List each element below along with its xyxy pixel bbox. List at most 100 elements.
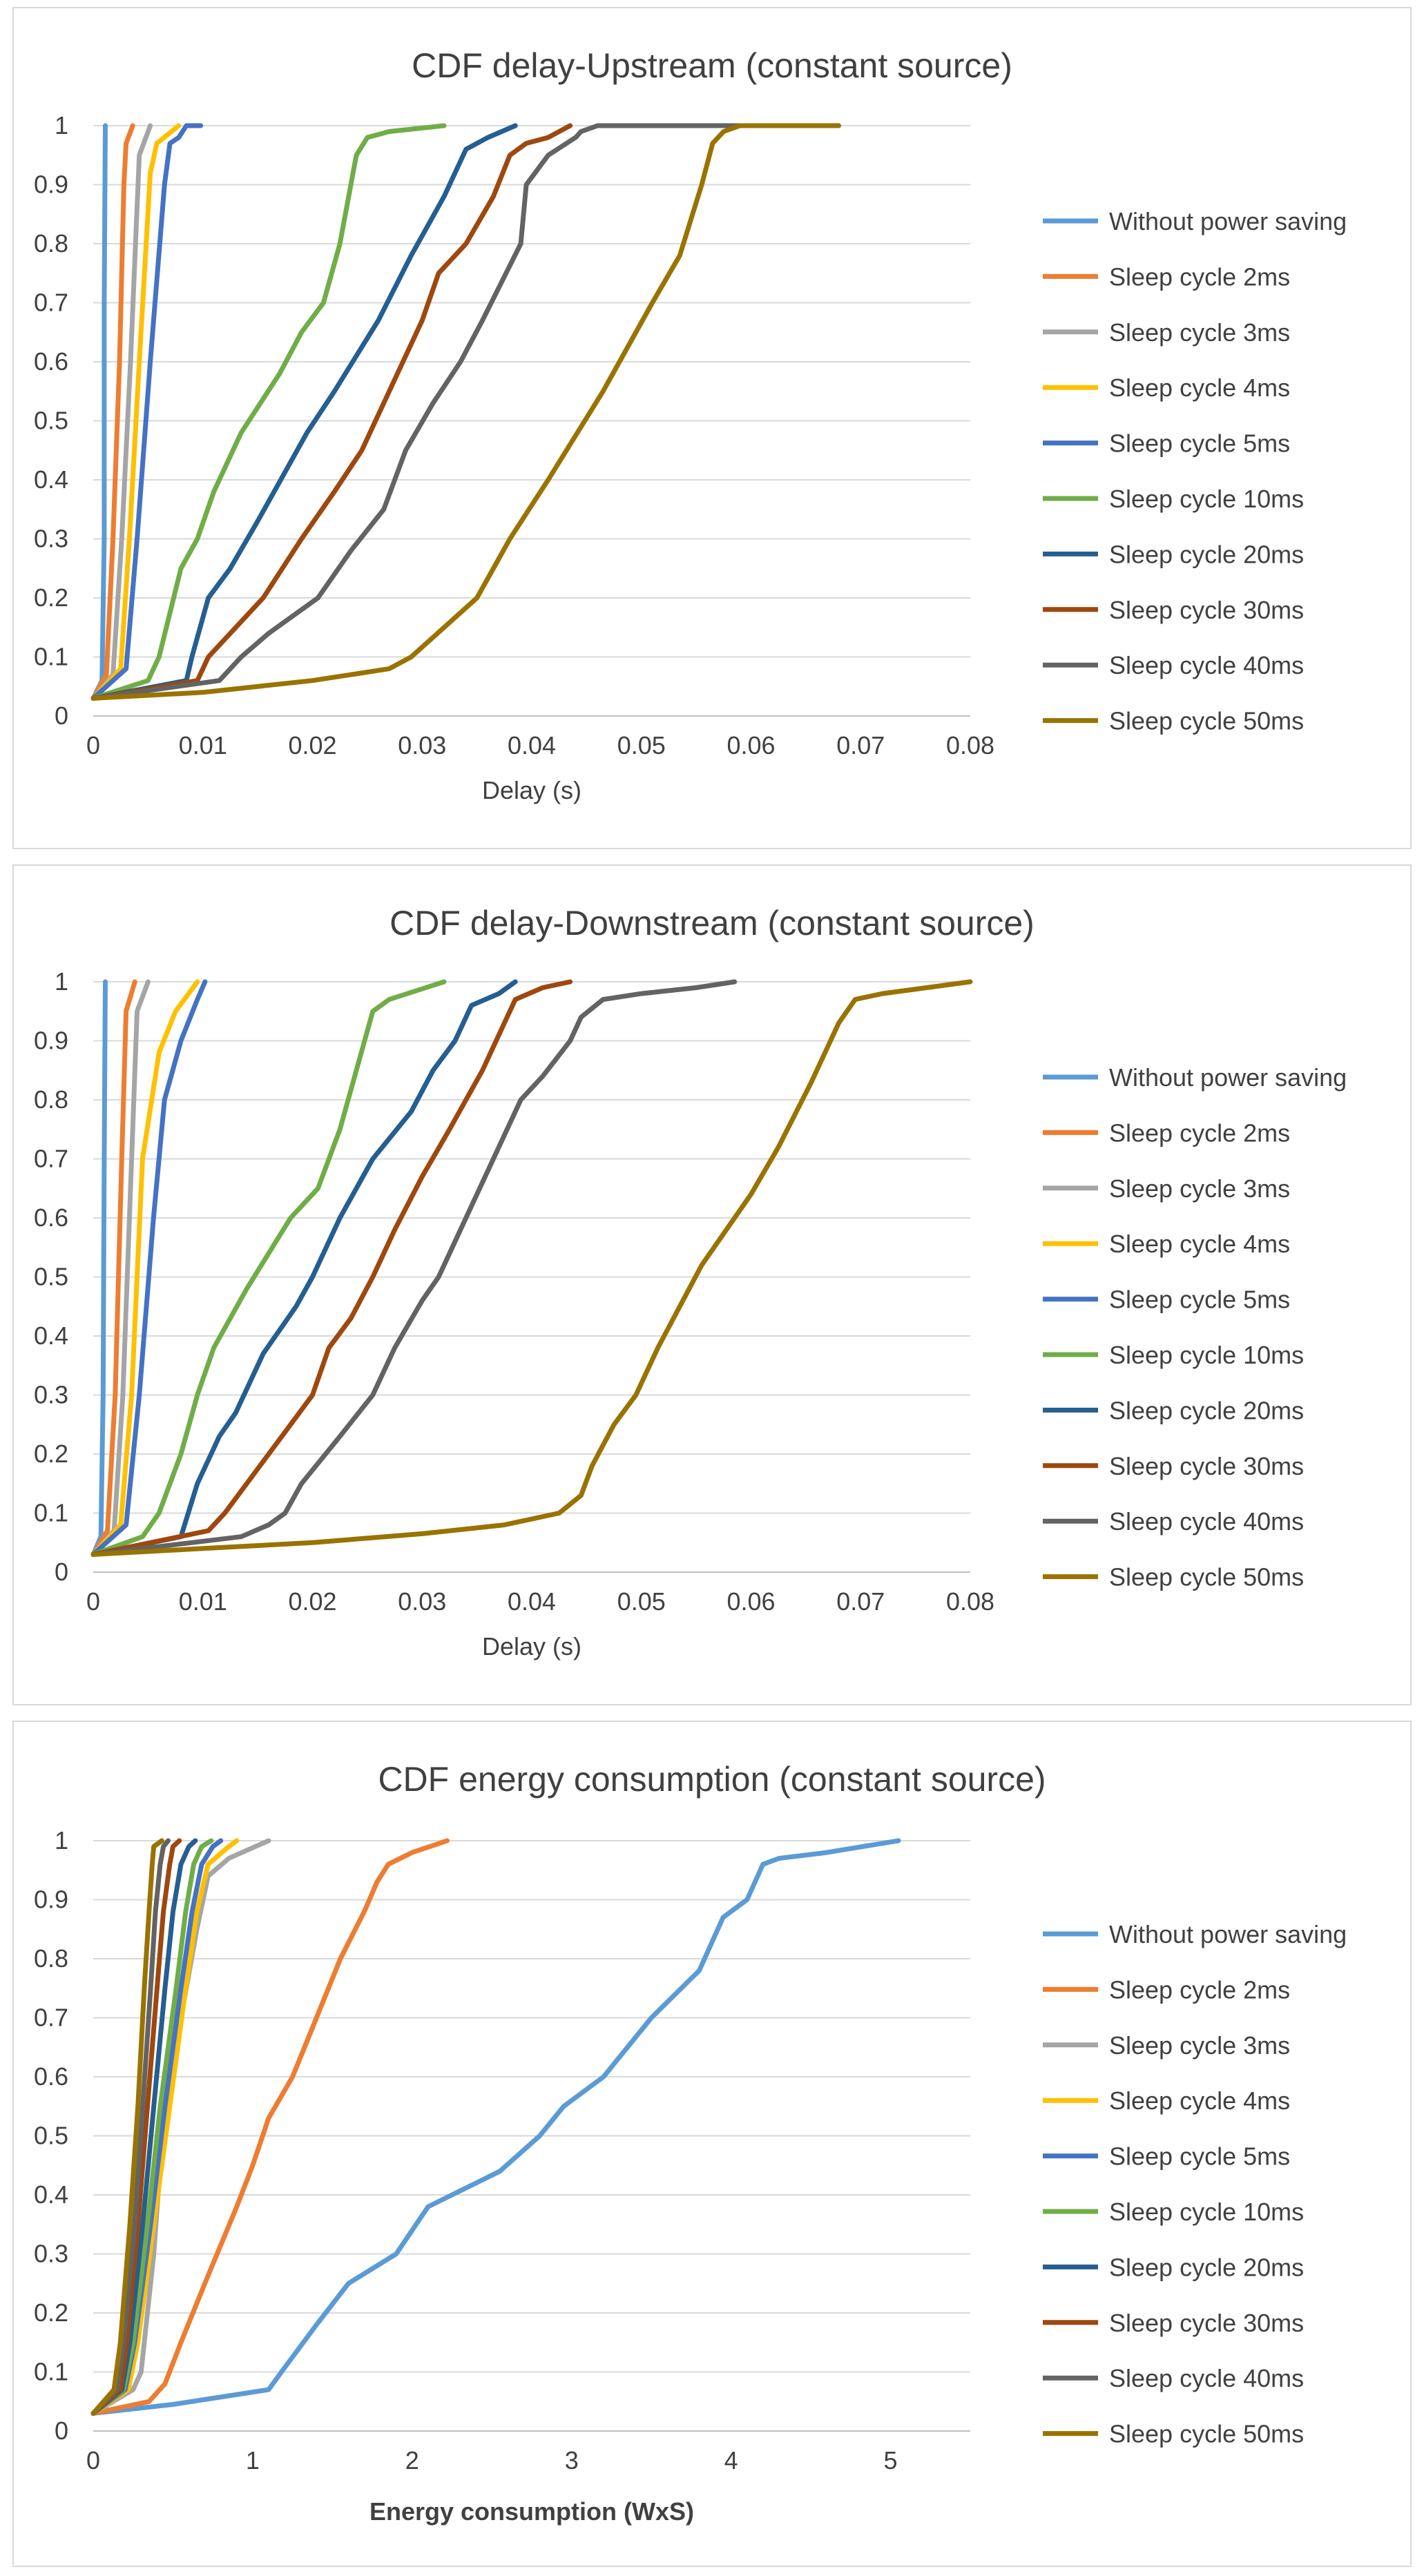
y-tick-label: 0.2 — [34, 583, 68, 612]
legend-label: Sleep cycle 20ms — [1109, 540, 1304, 568]
series-line-5 — [90, 123, 447, 701]
series-line-7 — [90, 979, 573, 1557]
chart-title: CDF delay-Upstream (constant source) — [412, 46, 1012, 85]
y-tick-label: 0 — [55, 701, 68, 730]
legend-label: Sleep cycle 3ms — [1109, 318, 1290, 347]
series-line-7 — [90, 123, 573, 701]
chart-panel-downstream: CDF delay-Downstream (constant source) 0 0… — [12, 864, 1412, 1705]
x-tick-label: 0.02 — [288, 731, 336, 759]
y-tick-label: 0 — [55, 1558, 68, 1586]
y-tick-label: 0.8 — [34, 1085, 68, 1114]
y-tick-label: 0.6 — [34, 2062, 68, 2091]
series-line-1 — [90, 979, 137, 1557]
y-tick-label: 0.8 — [34, 1944, 68, 1973]
series-line-3 — [90, 1838, 240, 2416]
x-tick-label: 4 — [724, 2446, 738, 2475]
legend-label: Without power saving — [1109, 1063, 1347, 1092]
x-axis-label: Delay (s) — [482, 1632, 581, 1660]
x-tick-label: 0.07 — [836, 731, 885, 759]
series-line-1 — [90, 1838, 450, 2416]
x-tick-label: 0.06 — [727, 1587, 775, 1616]
legend-label: Without power saving — [1109, 1920, 1347, 1948]
x-axis-label: Delay (s) — [482, 776, 581, 804]
x-tick-label: 0.08 — [946, 1587, 994, 1616]
chart-energy-consumption: CDF energy consumption (constant source)… — [34, 1760, 1347, 2526]
y-tick-label: 0.4 — [34, 2180, 68, 2209]
series-line-3 — [90, 123, 182, 701]
y-tick-label: 0.6 — [34, 1203, 68, 1232]
chart-panel-upstream: CDF delay-Upstream (constant source) 0 0.1… — [12, 7, 1412, 849]
legend-label: Sleep cycle 10ms — [1109, 2198, 1304, 2226]
series-line-9 — [90, 1838, 164, 2416]
legend-label: Sleep cycle 40ms — [1109, 2364, 1304, 2392]
legend-label: Sleep cycle 2ms — [1109, 1975, 1290, 2004]
x-tick-label: 0 — [86, 1587, 100, 1616]
series-line-6 — [90, 123, 518, 701]
series-line-6 — [90, 979, 518, 1557]
legend-label: Sleep cycle 4ms — [1109, 374, 1290, 402]
legend-label: Sleep cycle 20ms — [1109, 2253, 1304, 2281]
chart-delay-upstream: CDF delay-Upstream (constant source) 0 0.1… — [34, 46, 1347, 804]
series-line-0 — [90, 1838, 901, 2416]
legend-label: Sleep cycle 2ms — [1109, 262, 1290, 291]
y-tick-label: 0.3 — [34, 1381, 68, 1409]
y-tick-label: 0.2 — [34, 2298, 68, 2327]
legend-label: Sleep cycle 50ms — [1109, 1563, 1304, 1591]
legend-label: Sleep cycle 5ms — [1109, 2142, 1290, 2171]
chart-panel-energy: CDF energy consumption (constant source)… — [12, 1721, 1412, 2567]
y-tick-label: 0.5 — [34, 407, 68, 435]
y-tick-label: 0.1 — [34, 1499, 68, 1527]
x-tick-label: 0.05 — [617, 1587, 666, 1616]
x-tick-label: 0.03 — [398, 731, 446, 759]
x-tick-label: 0.03 — [398, 1587, 446, 1616]
y-tick-label: 0.7 — [34, 2004, 68, 2032]
y-tick-label: 0.5 — [34, 2122, 68, 2150]
legend-label: Sleep cycle 30ms — [1109, 2309, 1304, 2337]
chart-title: CDF energy consumption (constant source) — [378, 1760, 1046, 1799]
y-tick-label: 0.9 — [34, 1886, 68, 1914]
series-line-4 — [90, 979, 208, 1557]
y-tick-label: 0.8 — [34, 229, 68, 258]
series-line-0 — [90, 979, 108, 1557]
x-tick-label: 0.01 — [179, 731, 227, 759]
x-tick-label: 0.05 — [617, 731, 666, 759]
x-tick-label: 0 — [86, 731, 100, 759]
y-tick-label: 1 — [55, 111, 68, 139]
legend-label: Sleep cycle 4ms — [1109, 2086, 1290, 2115]
series-line-9 — [90, 123, 841, 701]
x-tick-label: 0.04 — [508, 1587, 556, 1616]
series-line-8 — [90, 1838, 171, 2416]
legend-label: Sleep cycle 30ms — [1109, 596, 1304, 624]
y-tick-label: 0.1 — [34, 643, 68, 671]
x-tick-label: 3 — [565, 2446, 579, 2475]
series-line-8 — [90, 979, 738, 1557]
legend-label: Sleep cycle 50ms — [1109, 707, 1304, 735]
series-line-1 — [90, 123, 135, 701]
x-tick-label: 0.04 — [508, 731, 556, 759]
y-tick-label: 1 — [55, 967, 68, 996]
x-axis-label: Energy consumption (WxS) — [369, 2497, 694, 2526]
legend-label: Sleep cycle 50ms — [1109, 2420, 1304, 2448]
legend-label: Sleep cycle 3ms — [1109, 2031, 1290, 2060]
x-tick-label: 2 — [405, 2446, 419, 2475]
chart-title: CDF delay-Downstream (constant source) — [389, 904, 1035, 942]
series-line-0 — [90, 123, 108, 701]
y-tick-label: 0.4 — [34, 1321, 68, 1350]
series-line-4 — [90, 123, 204, 701]
y-tick-label: 0.2 — [34, 1440, 68, 1468]
y-tick-label: 1 — [55, 1826, 68, 1854]
legend-label: Sleep cycle 10ms — [1109, 485, 1304, 513]
legend-label: Sleep cycle 30ms — [1109, 1452, 1304, 1480]
series-line-9 — [90, 979, 973, 1557]
legend-label: Sleep cycle 3ms — [1109, 1174, 1290, 1203]
legend-label: Sleep cycle 5ms — [1109, 1286, 1290, 1314]
x-tick-label: 0.08 — [946, 731, 994, 759]
x-tick-label: 5 — [884, 2446, 898, 2475]
legend-label: Without power saving — [1109, 207, 1347, 235]
x-tick-label: 0.06 — [727, 731, 775, 759]
x-tick-label: 0.07 — [836, 1587, 885, 1616]
legend-label: Sleep cycle 20ms — [1109, 1396, 1304, 1424]
series-line-8 — [90, 123, 743, 701]
y-tick-label: 0.5 — [34, 1263, 68, 1291]
y-tick-label: 0.6 — [34, 347, 68, 376]
